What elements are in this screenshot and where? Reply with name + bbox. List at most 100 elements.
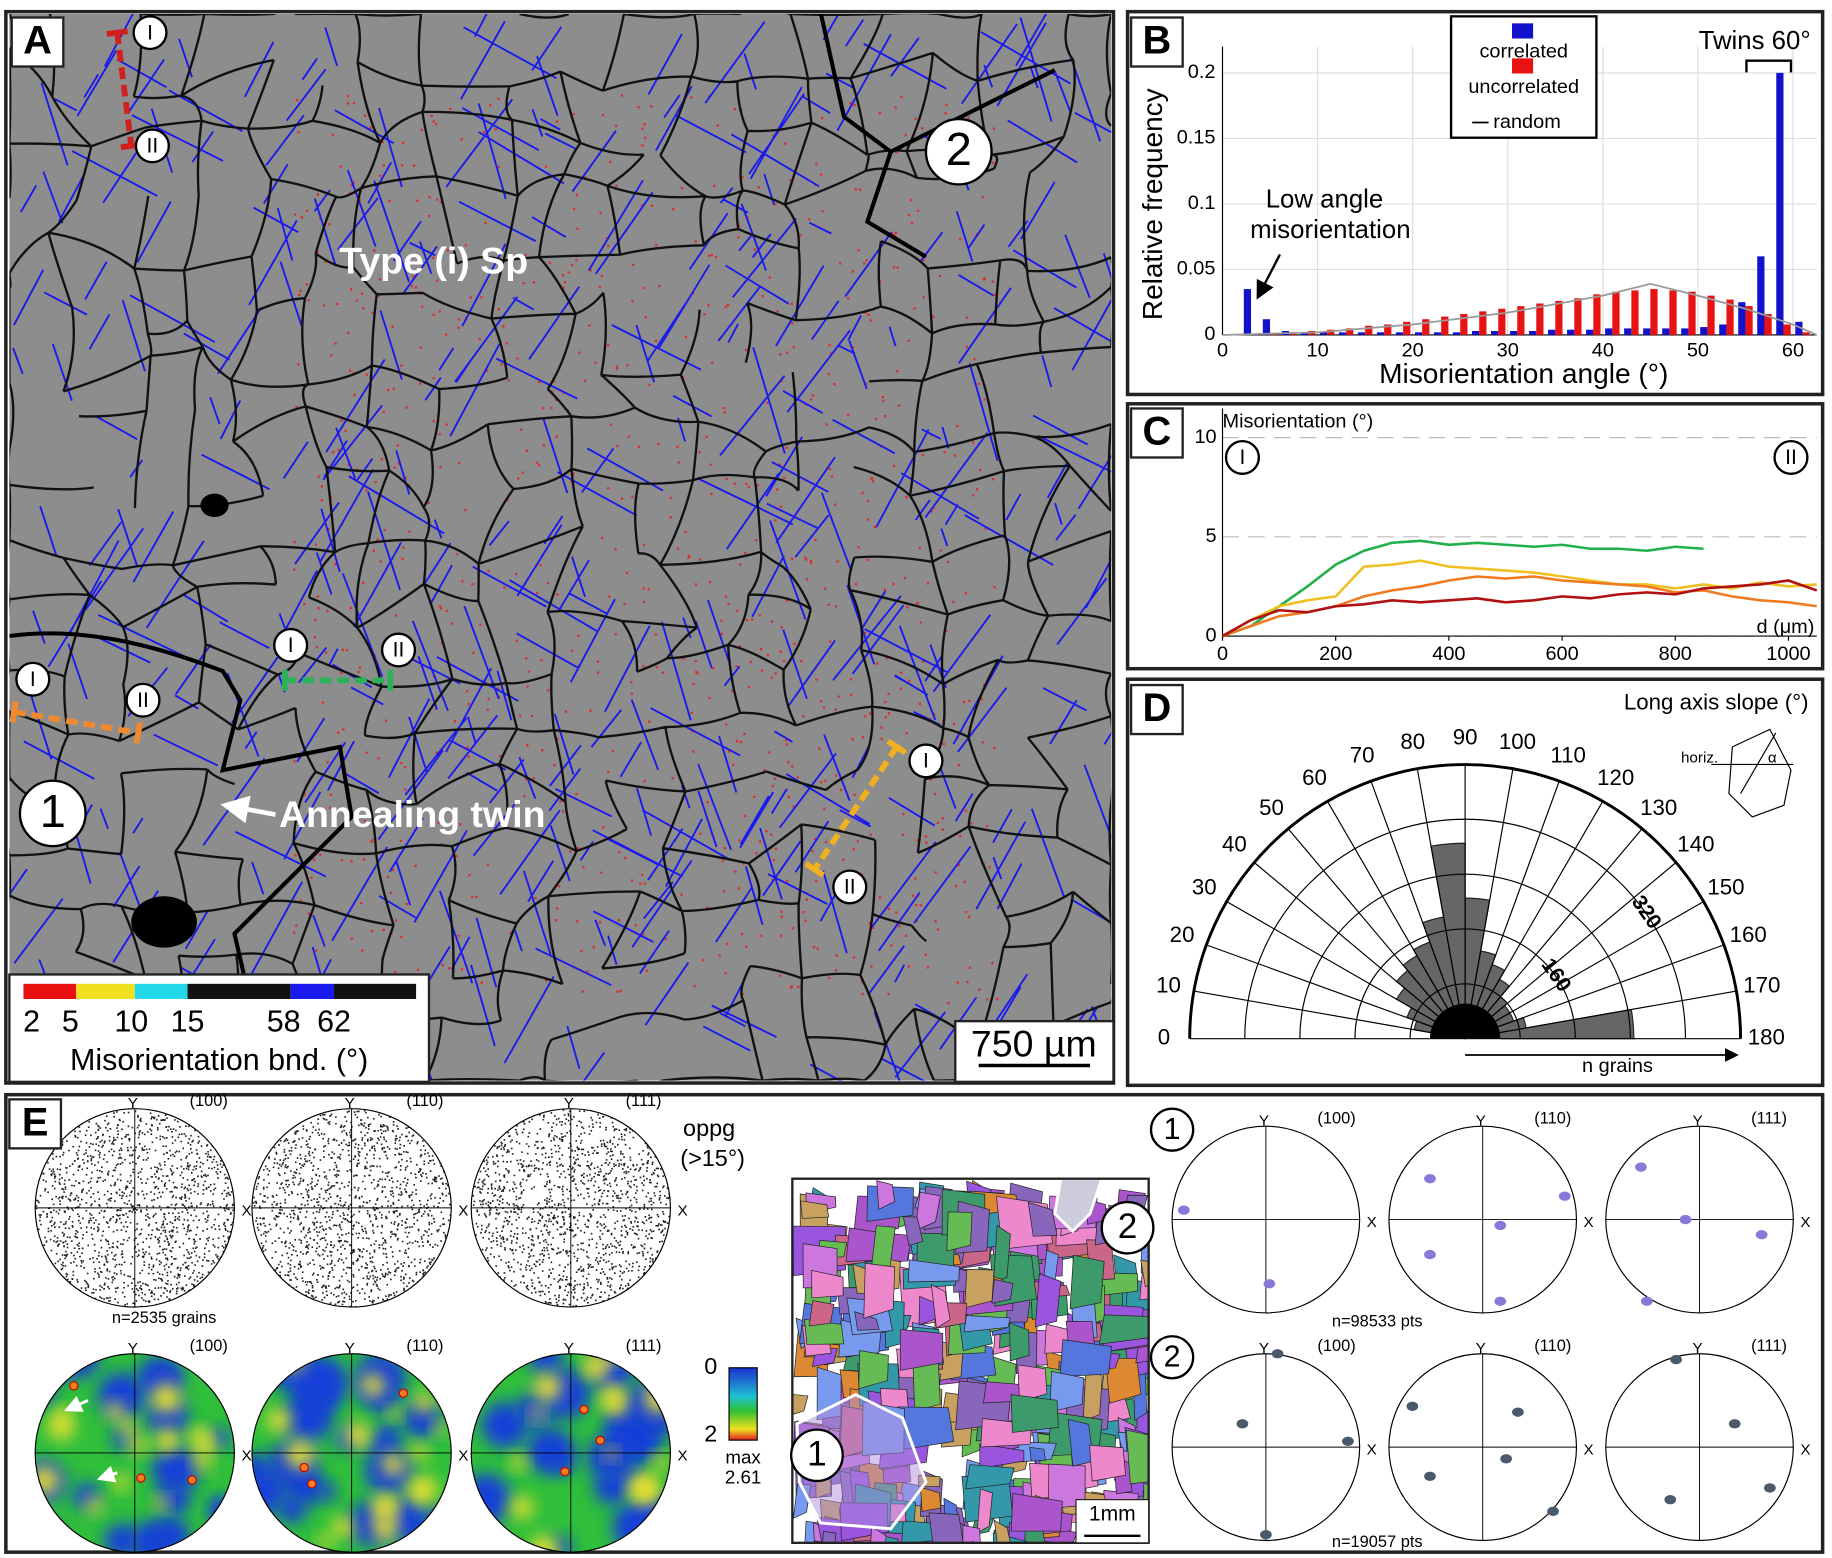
grid-spoke xyxy=(1483,801,1603,1008)
marker-label: 1 xyxy=(40,785,66,837)
density-high xyxy=(86,1497,103,1514)
plane-label: (100) xyxy=(1317,1337,1355,1355)
bar xyxy=(1415,332,1422,335)
bar xyxy=(1624,328,1631,335)
profile-curve xyxy=(1223,541,1704,636)
density-high xyxy=(407,1475,437,1505)
orientation-cluster xyxy=(1264,1279,1276,1288)
bar xyxy=(1719,324,1726,334)
angle-label: 170 xyxy=(1743,972,1780,997)
density-high xyxy=(376,1496,396,1516)
angle-label: 140 xyxy=(1677,832,1714,857)
bar xyxy=(1555,301,1562,335)
density-high xyxy=(332,1517,354,1538)
bar xyxy=(1358,332,1365,335)
colorbar-label: 2 xyxy=(704,1421,717,1447)
density-max xyxy=(70,1382,78,1390)
plane-label: (111) xyxy=(1751,1110,1787,1128)
grain xyxy=(809,1301,834,1326)
colorbar-tick: 58 xyxy=(267,1005,301,1039)
marker-label: I xyxy=(288,634,294,657)
chart-title: Long axis slope (°) xyxy=(1624,690,1809,715)
density-high xyxy=(653,1454,669,1469)
bar xyxy=(1586,330,1593,335)
x-axis-title: Misorientation angle (°) xyxy=(1379,358,1668,389)
bar xyxy=(1605,328,1612,335)
density-high xyxy=(267,1408,291,1432)
marker-label: II xyxy=(844,876,856,899)
bar xyxy=(1472,331,1479,335)
x-tick-label: 10 xyxy=(1307,340,1329,362)
axis-label: X xyxy=(1367,1442,1377,1459)
density-high xyxy=(388,1407,401,1419)
y-axis-title: Relative frequency xyxy=(1137,88,1168,320)
y-tick-label: 0.1 xyxy=(1188,192,1216,214)
orientation-cluster xyxy=(1512,1407,1524,1416)
angle-label: 110 xyxy=(1550,743,1586,768)
grain xyxy=(1146,1483,1198,1513)
density-low xyxy=(221,1369,241,1389)
angle-label: 160 xyxy=(1730,922,1767,947)
density-high xyxy=(345,1422,371,1448)
bar xyxy=(1567,330,1574,335)
y-tick-label: 0.15 xyxy=(1177,127,1216,149)
orientation-cluster xyxy=(1664,1495,1676,1504)
density-high xyxy=(630,1475,656,1501)
bar xyxy=(1757,256,1764,335)
marker-label: II xyxy=(137,689,149,712)
axis-label: X xyxy=(1800,1214,1810,1231)
orientation-cluster xyxy=(1670,1355,1682,1364)
marker-label: 2 xyxy=(1164,1340,1181,1374)
plane-label: (111) xyxy=(626,1092,662,1110)
orientation-cluster xyxy=(1178,1206,1190,1215)
panel-label: E xyxy=(22,1101,49,1145)
orientation-cluster xyxy=(1424,1174,1436,1183)
annotation: Annealing twin xyxy=(279,793,546,835)
pole-figure xyxy=(237,1343,457,1552)
x-tick-label: 1000 xyxy=(1766,643,1810,665)
x-tick-label: 0 xyxy=(1217,340,1228,362)
orientation-cluster xyxy=(1764,1483,1776,1492)
axis-label: X xyxy=(458,1202,468,1219)
legend-swatch xyxy=(1512,58,1533,73)
density-max xyxy=(580,1405,588,1413)
density-high xyxy=(193,1454,210,1471)
axis-label: Y xyxy=(128,1340,138,1357)
marker-label: 2 xyxy=(1118,1207,1138,1246)
bar xyxy=(1510,331,1517,335)
marker-label: I xyxy=(147,21,153,44)
density-high xyxy=(128,1437,146,1455)
orientation-cluster xyxy=(1680,1215,1692,1224)
figure: AIIIIIIIIIIII12Type (i) SpAnnealing twin… xyxy=(0,0,1832,1558)
orientation-cluster xyxy=(1641,1297,1653,1306)
bar xyxy=(1377,332,1384,335)
density-high xyxy=(433,1423,446,1436)
y-axis-title: Misorientation (°) xyxy=(1223,411,1374,433)
scalebar-label: 1mm xyxy=(1089,1502,1136,1525)
plane-label: (100) xyxy=(190,1337,228,1355)
angle-label: 0 xyxy=(1158,1025,1170,1050)
bar xyxy=(1396,332,1403,335)
annotation: oppg xyxy=(683,1115,735,1141)
colorbar-label: max xyxy=(725,1447,761,1468)
bar xyxy=(1783,324,1790,334)
pore xyxy=(200,494,228,517)
angle-label: 20 xyxy=(1170,922,1195,947)
x-tick-label: 400 xyxy=(1432,643,1465,665)
profile-cap xyxy=(12,702,16,723)
density-high xyxy=(152,1384,182,1413)
density-high xyxy=(106,1402,124,1420)
density-low xyxy=(37,1349,66,1378)
r-axis-title: n grains xyxy=(1582,1055,1653,1077)
density-max xyxy=(596,1436,604,1444)
density-high xyxy=(644,1384,674,1413)
bar xyxy=(1548,330,1555,335)
y-tick-label: 0 xyxy=(1204,323,1215,345)
grain xyxy=(1011,1395,1058,1433)
grain xyxy=(864,1263,895,1318)
grid-spoke xyxy=(1496,902,1704,1022)
angle-label: 30 xyxy=(1192,875,1217,900)
density-high xyxy=(510,1496,533,1519)
density-max xyxy=(399,1389,407,1397)
angle-label: 120 xyxy=(1597,765,1634,790)
